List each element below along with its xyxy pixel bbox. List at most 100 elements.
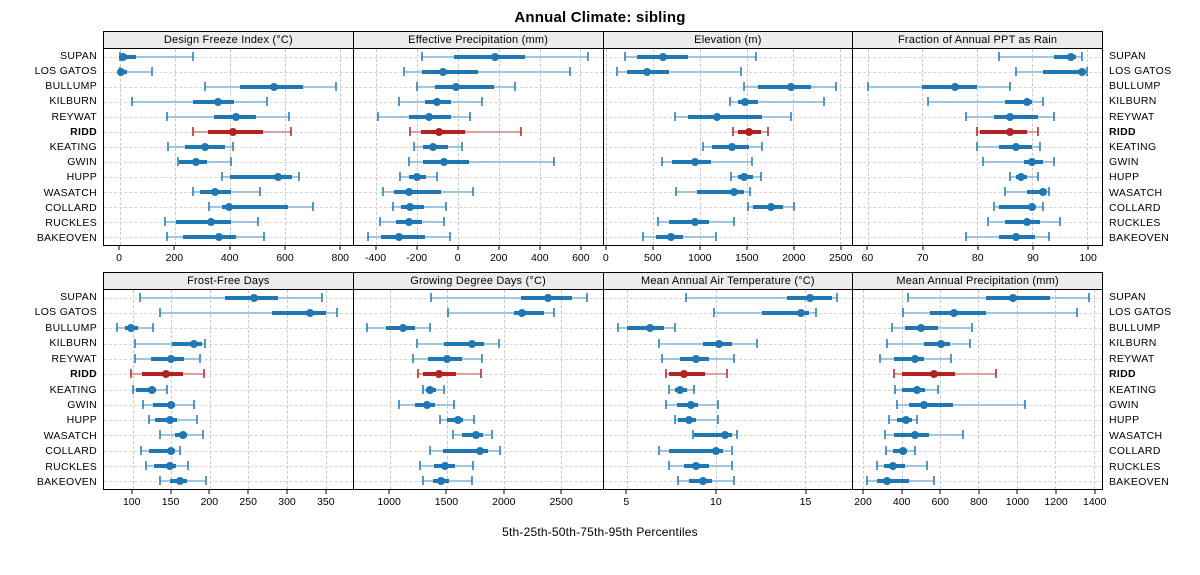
whisker-cap <box>408 126 411 136</box>
whisker-cap <box>204 476 207 486</box>
whisker-cap <box>891 323 894 333</box>
station-label-ridd: RIDD <box>70 125 97 138</box>
whisker-cap <box>792 202 795 212</box>
tick-label: 0 <box>454 252 461 264</box>
median-dot <box>659 52 668 61</box>
tick-mark <box>580 246 582 250</box>
median-dot <box>1011 143 1020 151</box>
whisker-cap <box>834 81 837 91</box>
tick-label: 200 <box>165 252 184 264</box>
panel-plot <box>853 290 1102 489</box>
whisker-cap <box>133 338 136 348</box>
panel-plot <box>353 290 603 489</box>
station-label-supan: SUPAN <box>1109 49 1146 62</box>
station-label-reywat: REYWAT <box>51 352 97 365</box>
median-dot <box>951 82 960 91</box>
whisker-cap <box>994 369 997 379</box>
whisker-cap <box>164 217 167 227</box>
horizontal-gridline <box>853 207 1102 209</box>
whisker-cap <box>195 415 198 425</box>
whisker-cap <box>926 96 929 106</box>
box-25-75 <box>694 433 732 438</box>
horizontal-gridline <box>104 404 353 406</box>
median-dot <box>1028 158 1037 167</box>
whisker-cap <box>288 111 291 121</box>
whisker-5-95 <box>408 161 554 164</box>
median-dot <box>167 400 176 409</box>
tick-label: 200 <box>854 496 872 508</box>
median-dot <box>1028 203 1037 212</box>
station-label-bakeoven: BAKEOVEN <box>1109 232 1170 245</box>
tick-mark <box>325 490 327 494</box>
tick-mark <box>901 490 903 494</box>
median-dot <box>471 431 480 440</box>
whisker-cap <box>421 51 424 61</box>
station-label-reywat: REYWAT <box>1109 352 1155 365</box>
tick-label: 400 <box>892 496 911 508</box>
tick-cells-0: 0 200 400 600 800 -400 -200 0 200 400 600 0 500 1000 1… <box>103 246 1103 272</box>
whisker-cap <box>152 323 155 333</box>
horizontal-gridline <box>104 435 353 437</box>
whisker-cap <box>198 353 201 363</box>
tick-mark <box>840 246 842 250</box>
horizontal-gridline <box>104 343 353 345</box>
median-dot <box>898 446 907 455</box>
horizontal-gridline <box>353 420 603 422</box>
tick-label: 600 <box>931 496 950 508</box>
whisker-5-95 <box>403 70 571 73</box>
median-dot <box>231 112 240 121</box>
box-25-75 <box>148 448 176 453</box>
whisker-cap <box>436 172 439 182</box>
panel-plot <box>104 290 353 489</box>
whisker-cap <box>569 66 572 76</box>
station-label-collard: COLLARD <box>1109 445 1161 458</box>
whisker-cap <box>407 157 410 167</box>
box-25-75 <box>221 205 288 210</box>
station-label-supan: SUPAN <box>1109 290 1146 303</box>
whisker-cap <box>402 66 405 76</box>
whisker-cap <box>367 232 370 242</box>
whisker-cap <box>259 187 262 197</box>
tick-label: 100 <box>122 496 141 508</box>
box-25-75 <box>757 84 811 89</box>
median-dot <box>919 400 928 409</box>
median-dot <box>666 233 675 242</box>
whisker-cap <box>674 187 677 197</box>
station-label-wasatch: WASATCH <box>1109 429 1163 442</box>
station-labels-left: SUPAN LOS GATOS BULLUMP KILBURN REYWAT RIDD KE… <box>0 31 103 246</box>
horizontal-gridline <box>603 207 853 209</box>
whisker-cap <box>297 172 300 182</box>
tick-mark <box>866 246 868 250</box>
horizontal-gridline <box>104 420 353 422</box>
horizontal-gridline <box>853 192 1102 194</box>
whisker-cap <box>962 430 965 440</box>
median-dot <box>433 97 442 106</box>
whisker-cap <box>398 172 401 182</box>
tick-label: 150 <box>161 496 180 508</box>
median-dot <box>413 173 422 182</box>
station-label-los-gatos: LOS GATOS <box>34 64 97 77</box>
panel-effective-precipitation-mm: Effective Precipitation (mm) <box>352 31 603 246</box>
whisker-cap <box>875 461 878 471</box>
tick-label: 200 <box>489 252 508 264</box>
station-label-hupp: HUPP <box>1109 171 1140 184</box>
tick-mark <box>445 490 447 494</box>
whisker-cap <box>145 461 148 471</box>
whisker-cap <box>1039 142 1042 151</box>
box-25-75 <box>986 295 1050 300</box>
whisker-cap <box>987 217 990 227</box>
box-25-75 <box>762 310 809 315</box>
median-dot <box>889 462 897 471</box>
tick-label: -200 <box>406 252 428 264</box>
tick-label: 2000 <box>492 496 516 508</box>
tick-label: 800 <box>970 496 988 508</box>
whisker-cap <box>657 217 660 227</box>
whisker-cap <box>1053 157 1056 167</box>
whisker-cap <box>263 232 266 242</box>
station-label-bullump: BULLUMP <box>1109 80 1161 93</box>
whisker-cap <box>289 126 292 136</box>
tick-mark <box>560 490 562 494</box>
whisker-cap <box>740 66 743 76</box>
median-dot <box>118 52 127 61</box>
whisker-cap <box>472 187 475 197</box>
